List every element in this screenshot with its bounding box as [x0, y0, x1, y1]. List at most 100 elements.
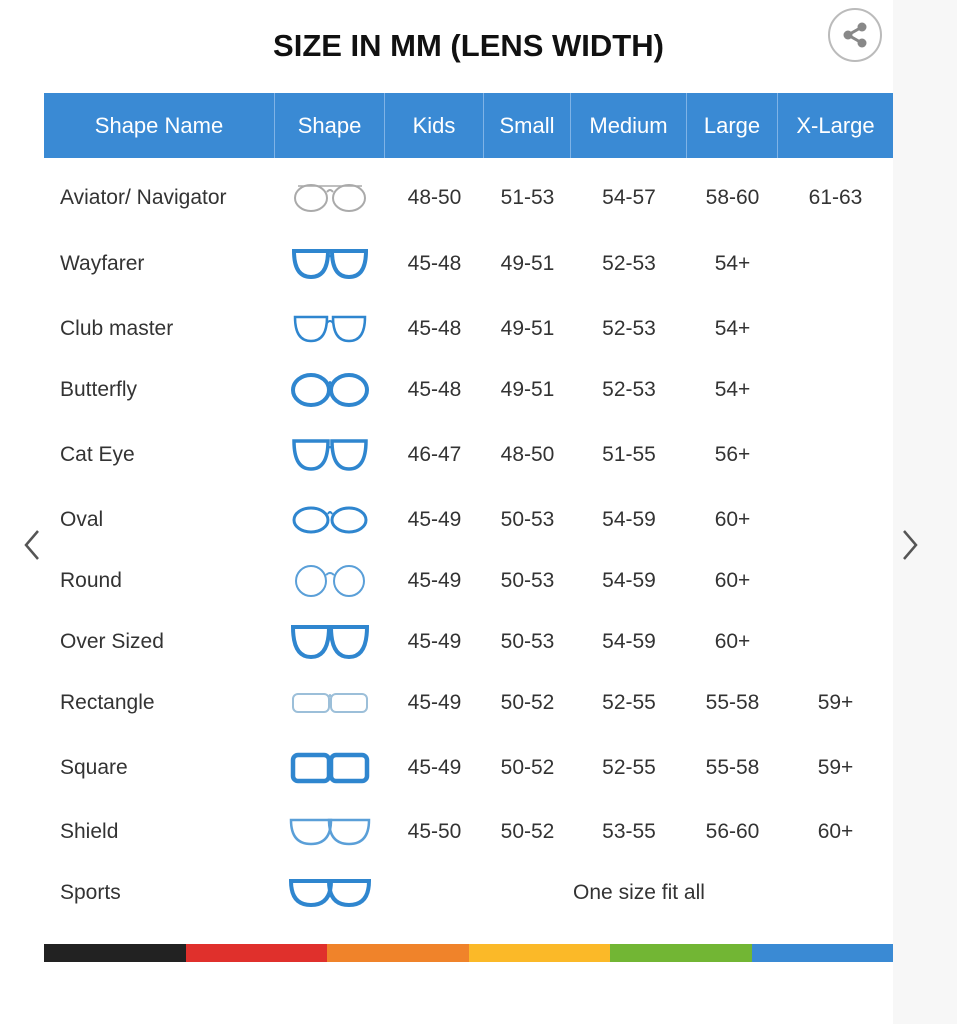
size-cell: 45-48: [407, 317, 462, 340]
size-cell: 50-53: [500, 508, 555, 531]
butterfly-glasses-icon: [291, 373, 369, 407]
stripe-segment: [468, 944, 610, 962]
size-cell: 60+: [714, 508, 751, 531]
shape-cell: [275, 435, 385, 475]
shape-cell: [275, 178, 385, 218]
shape-cell: [275, 622, 385, 662]
column-header: Kids: [385, 93, 484, 158]
size-cell: 52-55: [602, 691, 656, 714]
size-cell: 61-63: [808, 186, 863, 209]
stripe-segment: [327, 944, 469, 962]
table-row: Wayfarer 45-48 49-51 52-53 54+: [44, 244, 893, 284]
size-cell: 50-53: [500, 569, 555, 592]
oversized-glasses-icon: [290, 625, 370, 660]
column-header: X-Large: [796, 112, 875, 138]
size-cell: 54-59: [602, 569, 656, 592]
size-cell: 54+: [714, 317, 751, 340]
shape-cell: [275, 309, 385, 349]
shape-cell: [275, 873, 385, 913]
size-cell: 55-58: [705, 691, 760, 714]
size-cell: 45-48: [407, 252, 462, 275]
size-cell: 54+: [714, 252, 751, 275]
column-header: Shape: [275, 93, 385, 158]
stripe-segment: [44, 944, 186, 962]
size-cell: 48-50: [407, 186, 462, 209]
shape-cell: [275, 244, 385, 284]
table-row: Oval 45-49 50-53 54-59 60+: [44, 500, 893, 540]
column-header: Small: [484, 93, 571, 158]
shape-name: Rectangle: [60, 691, 155, 714]
column-header: Medium: [571, 93, 687, 158]
table-header: Shape Name Shape Kids Small Medium Large X-Lar…: [44, 93, 893, 158]
wayfarer-glasses-icon: [291, 249, 369, 280]
size-cell: 54-59: [602, 508, 656, 531]
size-cell: 54+: [714, 378, 751, 401]
shape-name: Over Sized: [60, 630, 164, 653]
table-row: Rectangle 45-49 50-52 52-55 55-58 59+: [44, 683, 893, 723]
table-row: Club master 45-48 49-51 52-53 54+: [44, 309, 893, 349]
size-cell: 60+: [817, 820, 854, 843]
size-cell: 54-57: [602, 186, 656, 209]
shape-name: Square: [60, 756, 128, 779]
size-cell: 60+: [714, 630, 751, 653]
shape-name: Shield: [60, 820, 119, 843]
shape-name: Round: [60, 569, 122, 592]
color-stripe: [44, 944, 893, 962]
page-side-margin: [893, 0, 957, 1024]
size-cell: 59+: [817, 756, 854, 779]
size-cell: 54-59: [602, 630, 656, 653]
size-cell: 46-47: [407, 443, 462, 466]
prev-button[interactable]: [18, 525, 48, 565]
shape-cell: [275, 561, 385, 601]
oval-glasses-icon: [292, 506, 368, 534]
cateye-glasses-icon: [292, 439, 368, 471]
share-button[interactable]: [828, 8, 882, 62]
size-cell: 45-49: [407, 756, 462, 779]
size-cell: 45-49: [407, 630, 462, 653]
table-row: Square 45-49 50-52 52-55 55-58 59+: [44, 748, 893, 788]
sports-glasses-icon: [288, 879, 372, 908]
size-cell: 56+: [714, 443, 751, 466]
shape-cell: [275, 812, 385, 852]
size-cell: 52-55: [602, 756, 656, 779]
size-cell: 45-48: [407, 378, 462, 401]
table-row: Round 45-49 50-53 54-59 60+: [44, 561, 893, 601]
shape-name: Club master: [60, 317, 174, 340]
size-cell: 49-51: [500, 252, 555, 275]
column-header: Large: [687, 93, 778, 158]
size-cell: 50-52: [500, 756, 555, 779]
size-cell: 45-49: [407, 508, 462, 531]
size-cell: 45-50: [407, 820, 462, 843]
table-row: Butterfly 45-48 49-51 52-53 54+: [44, 370, 893, 410]
size-cell: 51-55: [602, 443, 656, 466]
chevron-left-icon: [24, 530, 39, 560]
size-cell: 55-58: [705, 756, 760, 779]
next-button[interactable]: [896, 525, 926, 565]
share-icon: [843, 22, 867, 48]
size-cell: 49-51: [500, 378, 555, 401]
size-cell: 52-53: [602, 378, 656, 401]
size-cell: 48-50: [500, 443, 555, 466]
size-cell: 59+: [817, 691, 854, 714]
shape-cell: [275, 500, 385, 540]
size-cell: 53-55: [602, 820, 656, 843]
shield-glasses-icon: [289, 818, 371, 846]
aviator-glasses-icon: [294, 184, 366, 212]
round-glasses-icon: [295, 565, 365, 597]
size-cell: 45-49: [407, 691, 462, 714]
size-cell: 60+: [714, 569, 751, 592]
shape-name: Sports: [60, 881, 121, 904]
shape-name: Butterfly: [60, 378, 138, 401]
shape-name: Aviator/ Navigator: [60, 186, 227, 209]
size-cell: 50-52: [500, 820, 555, 843]
size-cell: 51-53: [500, 186, 555, 209]
table-row: Sports One size fit all: [44, 873, 893, 913]
size-cell: 52-53: [602, 317, 656, 340]
table-row: Shield 45-50 50-52 53-55 56-60 60+: [44, 812, 893, 852]
shape-cell: [275, 683, 385, 723]
rectangle-glasses-icon: [292, 693, 368, 713]
size-cell: One size fit all: [573, 881, 705, 904]
size-cell: 58-60: [705, 186, 760, 209]
table-row: Cat Eye 46-47 48-50 51-55 56+: [44, 435, 893, 475]
square-glasses-icon: [290, 752, 370, 784]
